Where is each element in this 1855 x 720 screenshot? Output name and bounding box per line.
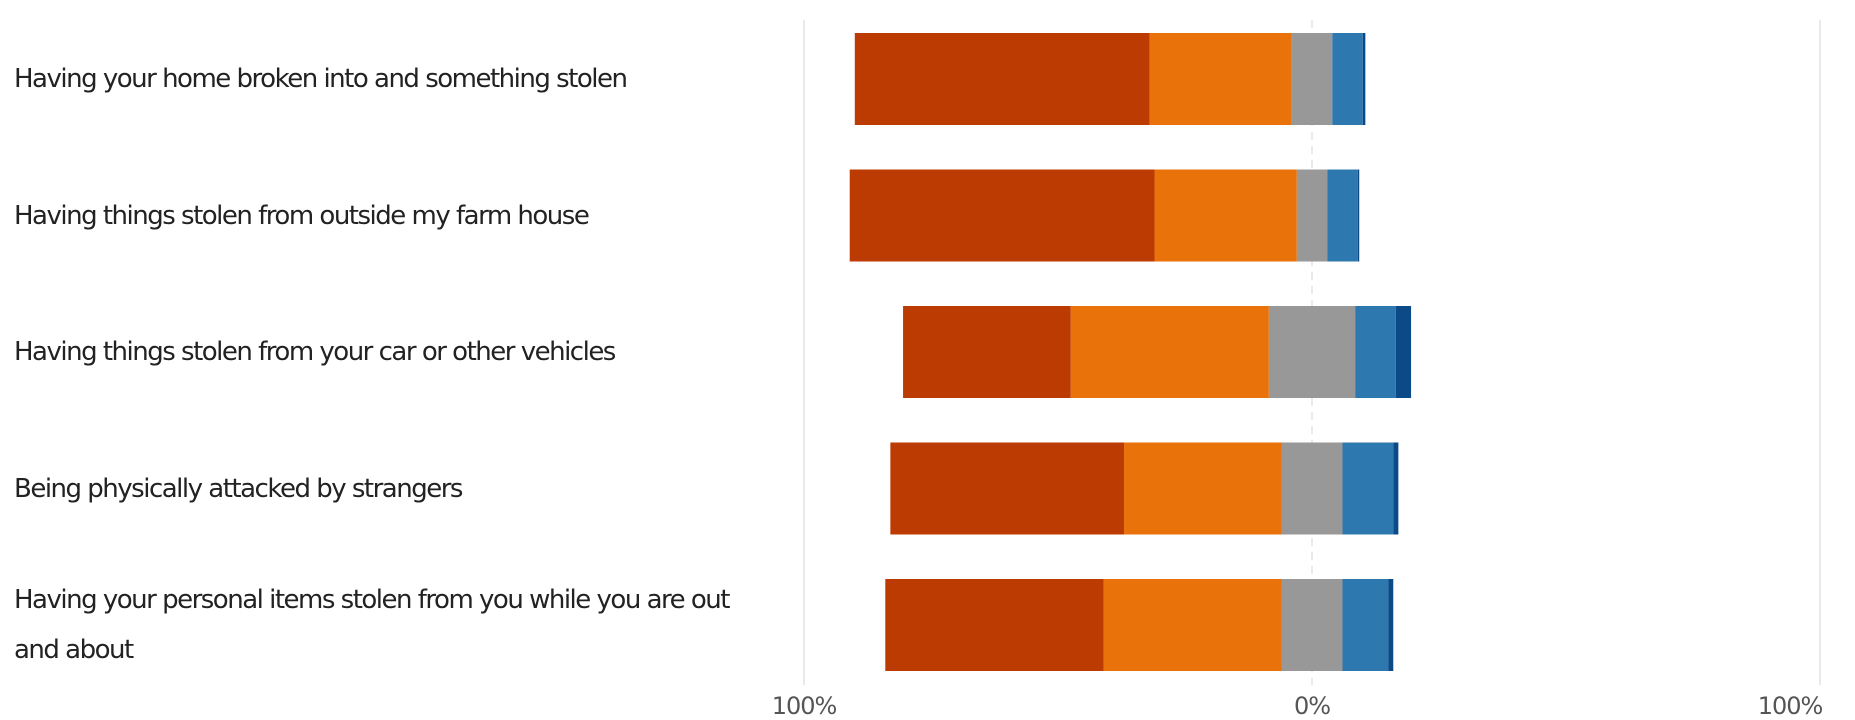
bar-segment bbox=[1149, 33, 1292, 125]
bar-segment bbox=[1342, 579, 1389, 671]
bar-segment bbox=[1281, 579, 1343, 671]
category-label: Having your personal items stolen from y… bbox=[14, 585, 730, 665]
category-label: Being physically attacked by strangers bbox=[14, 473, 463, 504]
bar-segment bbox=[1355, 306, 1396, 398]
bar-segment bbox=[1395, 306, 1412, 398]
bar-segment bbox=[1070, 306, 1269, 398]
bar-segment bbox=[1357, 169, 1360, 262]
bar-segment bbox=[1281, 442, 1343, 535]
bar-segment bbox=[1296, 169, 1328, 262]
bar-segment bbox=[890, 442, 1125, 535]
bar-segment bbox=[1154, 169, 1297, 262]
bar-segment bbox=[1362, 33, 1366, 125]
category-label: Having your home broken into and somethi… bbox=[14, 64, 628, 94]
bar-segment bbox=[1327, 169, 1358, 262]
bar-segment bbox=[1124, 442, 1282, 535]
bar-segment bbox=[903, 306, 1071, 398]
bar-segment bbox=[1342, 442, 1394, 535]
bar-segment bbox=[1388, 579, 1394, 671]
bar-segment bbox=[1332, 33, 1363, 125]
bar-segment bbox=[849, 169, 1155, 262]
x-tick-label: 100% bbox=[772, 692, 837, 720]
bar-segment bbox=[1291, 33, 1333, 125]
bar-segment bbox=[885, 579, 1104, 671]
bar-segment bbox=[1393, 442, 1399, 535]
bar-segment bbox=[1103, 579, 1282, 671]
bar-segment bbox=[1268, 306, 1356, 398]
bar-segment bbox=[854, 33, 1150, 125]
category-label: Having things stolen from your car or ot… bbox=[14, 337, 616, 367]
x-tick-label: 100% bbox=[1758, 692, 1823, 720]
category-label: Having things stolen from outside my far… bbox=[14, 200, 590, 231]
x-tick-label: 0% bbox=[1294, 692, 1330, 720]
